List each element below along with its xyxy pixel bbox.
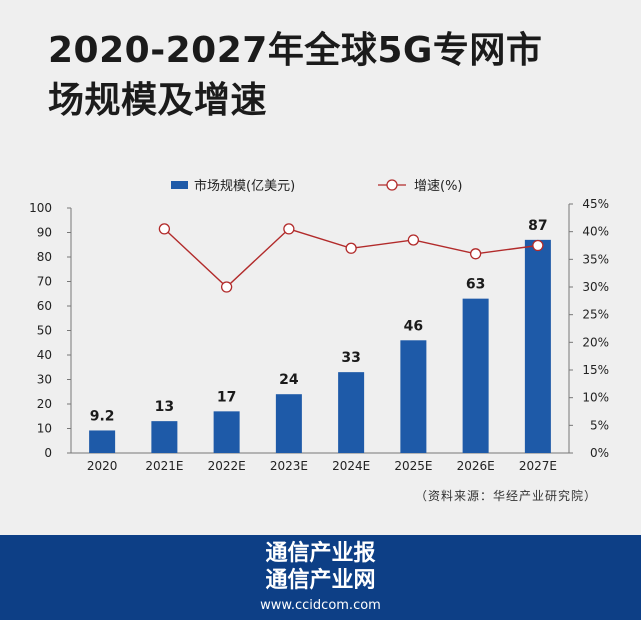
title-line-2: 场规模及增速 (48, 80, 268, 121)
source-note: （资料来源：华经产业研究院） (414, 489, 597, 503)
bar-value-label: 87 (528, 218, 547, 234)
left-axis-tick-label: 30 (37, 373, 52, 387)
bar-series (89, 239, 551, 453)
growth-point (345, 242, 357, 254)
legend-bar-label: 市场规模(亿美元) (194, 178, 295, 194)
growth-point (283, 223, 295, 235)
footer-brand-line-1: 通信产业报 (265, 541, 376, 566)
left-axis-tick-label: 90 (37, 226, 52, 240)
bar (89, 430, 116, 453)
x-axis-tick-label: 2024E (332, 459, 370, 473)
right-axis-ticks: 0% 5% 10% 15% 20% 25% 30% 35% 40% 45% (569, 197, 609, 460)
bar (400, 340, 427, 453)
x-axis-tick-label: 2027E (519, 459, 557, 473)
growth-point (469, 248, 482, 260)
left-axis-ticks: 0 10 20 30 40 50 60 70 80 90 100 (29, 201, 71, 460)
legend-line-marker (386, 179, 398, 191)
growth-line-series (158, 223, 544, 293)
legend: 市场规模(亿美元) 增速(%) (171, 178, 463, 194)
left-axis-tick-label: 10 (37, 422, 52, 436)
bar (462, 298, 489, 453)
chart-title: 2020-2027年全球5G专网市 场规模及增速 (48, 26, 608, 126)
right-axis-tick-label: 15% (582, 363, 609, 377)
bar-value-label: 9.2 (90, 408, 115, 424)
bar-value-label: 17 (217, 389, 236, 405)
x-axis-tick-label: 2025E (394, 459, 432, 473)
right-axis-tick-label: 30% (582, 280, 609, 294)
left-axis-tick-label: 70 (37, 275, 52, 289)
bar (275, 394, 302, 453)
x-axis-ticks: 2020 2021E 2022E 2023E 2024E 2025E 2026E 2027E (87, 459, 557, 473)
bar (213, 411, 240, 453)
footer-url: www.ccidcom.com (260, 598, 381, 613)
left-axis-tick-label: 60 (37, 299, 52, 313)
right-axis-tick-label: 0% (590, 446, 609, 460)
bar (151, 421, 178, 453)
growth-point (158, 223, 171, 235)
right-axis-tick-label: 25% (582, 308, 609, 322)
right-axis-tick-label: 40% (582, 225, 609, 239)
market-chart: 市场规模(亿美元) 增速(%) 0 10 20 30 40 50 60 70 80 90 100 0… (29, 178, 609, 473)
bar-value-label: 46 (404, 318, 423, 334)
x-axis-tick-label: 2021E (145, 459, 183, 473)
footer-banner: 通信产业报 通信产业网 www.ccidcom.com (0, 535, 641, 620)
left-axis-tick-label: 20 (37, 397, 52, 411)
bar-value-label: 33 (341, 350, 360, 366)
bar-value-label: 63 (466, 277, 485, 293)
growth-point (220, 281, 233, 293)
right-axis-tick-label: 10% (582, 391, 609, 405)
x-axis-tick-label: 2023E (270, 459, 308, 473)
legend-line-label: 增速(%) (414, 179, 463, 194)
left-axis-tick-label: 80 (37, 250, 52, 264)
bar (338, 372, 365, 453)
bar-value-label: 24 (279, 372, 299, 388)
left-axis-tick-label: 0 (44, 446, 52, 460)
left-axis-tick-label: 50 (37, 324, 52, 338)
bar (524, 239, 551, 453)
footer-brand-line-2: 通信产业网 (265, 568, 376, 593)
x-axis-tick-label: 2026E (457, 459, 495, 473)
right-axis-tick-label: 20% (582, 335, 609, 349)
bar-value-label: 13 (155, 399, 174, 415)
right-axis-tick-label: 35% (582, 252, 609, 266)
growth-point (407, 234, 420, 246)
right-axis-tick-label: 5% (590, 418, 609, 432)
x-axis-tick-label: 2020 (87, 459, 118, 473)
left-axis-tick-label: 40 (37, 348, 52, 362)
left-axis-tick-label: 100 (29, 201, 52, 215)
bar-value-labels: 9.2 13 17 24 33 46 63 87 (90, 218, 548, 425)
legend-bar-swatch (171, 181, 188, 189)
x-axis-tick-label: 2022E (208, 459, 246, 473)
title-line-1: 2020-2027年全球5G专网市 (48, 30, 543, 71)
growth-point (532, 239, 544, 252)
right-axis-tick-label: 45% (582, 197, 609, 211)
